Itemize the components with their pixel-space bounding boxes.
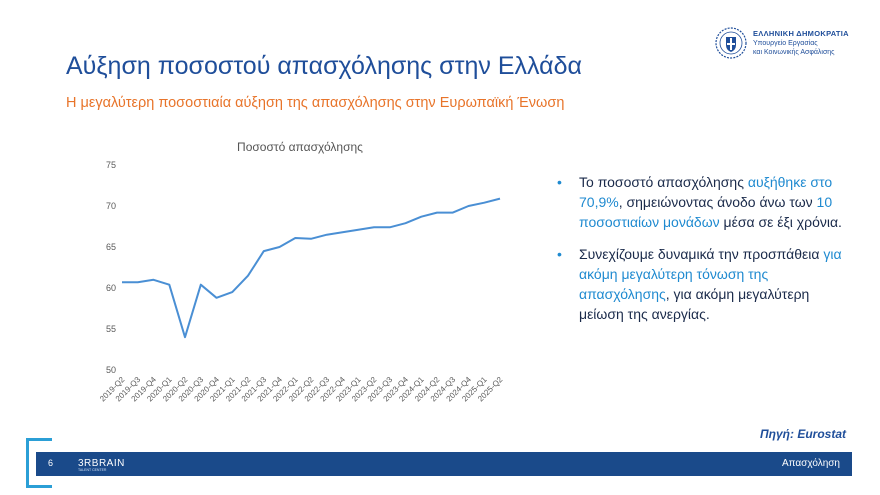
y-tick-label: 75 <box>106 160 116 170</box>
highlight-text: 10 ποσοστιαίων μονάδων <box>579 194 833 230</box>
brand-logo: 3RBRAIN TALENT CENTER <box>78 458 125 472</box>
y-tick-label: 50 <box>106 365 116 375</box>
page-subtitle: Η μεγαλύτερη ποσοστιαία αύξηση της απασχ… <box>66 95 565 111</box>
logo-line2: Υπουργείο Εργασίας <box>753 40 818 47</box>
footer-bar: 6 3RBRAIN TALENT CENTER Απασχόληση <box>36 452 852 476</box>
bullet-text: μέσα σε έξι χρόνια. <box>719 214 842 230</box>
bullet-item: • Συνεχίζουμε δυναμικά την προσπάθεια για… <box>555 244 855 324</box>
bullet-text: , για ακόμη μεγαλύτερη μείωση της ανεργί… <box>579 286 810 322</box>
logo-line3: και Κοινωνικής Ασφάλισης <box>753 49 835 56</box>
highlight-text: για ακόμη μεγαλύτερη τόνωση της απασχόλη… <box>579 246 842 302</box>
page-title: Αύξηση ποσοστού απασχόλησης στην Ελλάδα <box>66 52 582 80</box>
highlight-text: αυξήθηκε στο 70,9% <box>579 174 833 210</box>
bullet-dot-icon: • <box>557 174 562 190</box>
brand-sub: TALENT CENTER <box>78 468 107 472</box>
greek-emblem-icon <box>715 27 747 59</box>
y-tick-label: 70 <box>106 201 116 211</box>
bullet-item: • Το ποσοστό απασχόλησης αυξήθηκε στο 70,… <box>555 172 855 232</box>
bullet-dot-icon: • <box>557 246 562 262</box>
bullet-text: Το ποσοστό απασχόλησης <box>579 174 748 190</box>
y-tick-label: 60 <box>106 283 116 293</box>
y-tick-label: 55 <box>106 324 116 334</box>
y-tick-label: 65 <box>106 242 116 252</box>
bullet-text: , σημειώνοντας άνοδο άνω των <box>618 194 817 210</box>
bullet-text: Συνεχίζουμε δυναμικά την προσπάθεια <box>579 246 824 262</box>
section-label: Απασχόληση <box>781 458 840 469</box>
brand-name: 3RBRAIN <box>78 458 125 469</box>
ministry-logo: ΕΛΛΗΝΙΚΗ ΔΗΜΟΚΡΑΤΙΑ Υπουργείο Εργασίας κ… <box>715 27 865 63</box>
chart-title: Ποσοστό απασχόλησης <box>237 140 363 154</box>
corner-frame <box>26 438 52 488</box>
source-note: Πηγή: Eurostat <box>760 427 846 441</box>
employment-rate-line <box>122 197 501 339</box>
page-number: 6 <box>48 458 54 468</box>
logo-line1: ΕΛΛΗΝΙΚΗ ΔΗΜΟΚΡΑΤΙΑ <box>753 29 849 38</box>
bullet-list: • Το ποσοστό απασχόλησης αυξήθηκε στο 70,… <box>555 172 855 336</box>
